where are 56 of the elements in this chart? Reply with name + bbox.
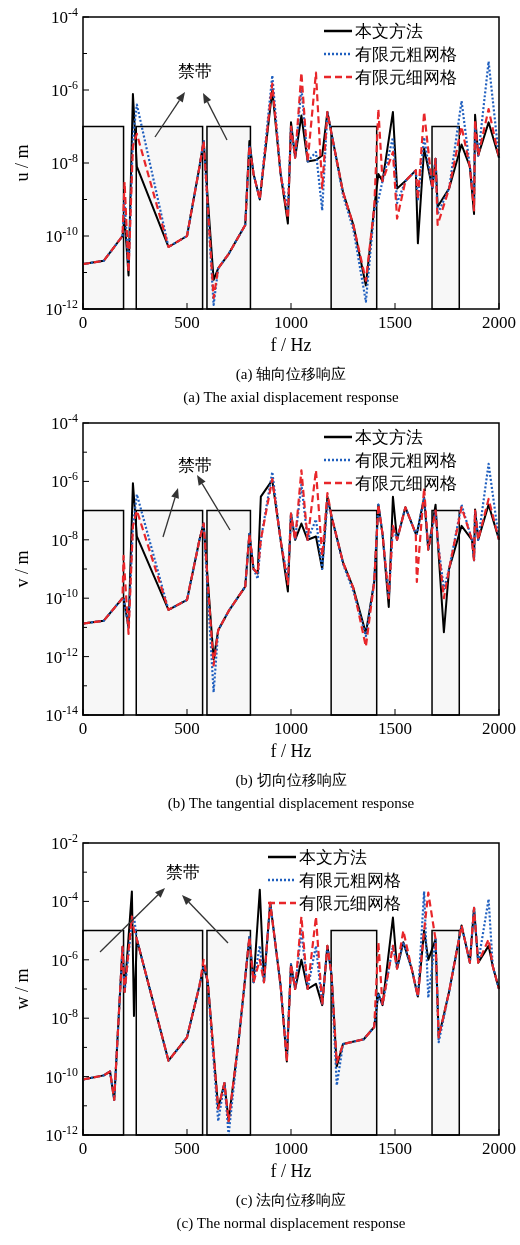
legend-label: 有限元细网格 xyxy=(355,68,457,87)
legend-label: 有限元粗网格 xyxy=(299,871,401,890)
y-tick-label: 10$^{-12}$ xyxy=(45,644,79,667)
y-tick-label: 10$^{-6}$ xyxy=(51,469,79,492)
text: (c) 法向位移响应 xyxy=(235,1192,347,1209)
x-tick-label: 0 xyxy=(78,1139,88,1158)
legend-label: 有限元细网格 xyxy=(299,894,401,913)
annotation: 禁带 xyxy=(178,456,212,475)
x-tick-label: 0 xyxy=(78,719,88,738)
y-tick-label: 10$^{-8}$ xyxy=(51,527,79,550)
x-tick-label: 2000 xyxy=(482,1139,516,1158)
y-tick-label: 10$^{-8}$ xyxy=(51,1006,79,1029)
text: (b) 切向位移响应 xyxy=(235,772,347,789)
x-tick-label: 1000 xyxy=(274,719,308,738)
x-tick-label: 500 xyxy=(174,313,200,332)
legend-label: 本文方法 xyxy=(299,848,367,867)
legend-label: 本文方法 xyxy=(355,428,423,447)
x-axis-title: f / Hz xyxy=(270,741,312,761)
text: (a) 轴向位移响应 xyxy=(235,366,347,383)
x-tick-label: 2000 xyxy=(482,719,516,738)
legend-label: 有限元粗网格 xyxy=(355,451,457,470)
y-tick-label: 10$^{-14}$ xyxy=(45,703,79,725)
y-tick-label: 10$^{-2}$ xyxy=(51,831,79,853)
y-tick-label: 10$^{-6}$ xyxy=(51,947,79,970)
y-axis-title: w / m xyxy=(12,968,32,1010)
x-tick-label: 2000 xyxy=(482,313,516,332)
y-tick-label: 10$^{-10}$ xyxy=(45,224,79,246)
y-axis-title: u / m xyxy=(12,144,32,182)
x-axis-title: f / Hz xyxy=(270,335,312,355)
y-tick-label: 10$^{-6}$ xyxy=(51,78,79,100)
y-tick-label: 10$^{-10}$ xyxy=(45,586,79,609)
text: (c) The normal displacement response xyxy=(176,1215,406,1232)
y-tick-label: 10$^{-12}$ xyxy=(45,297,79,319)
annotation: 禁带 xyxy=(166,863,200,882)
y-tick-label: 10$^{-4}$ xyxy=(51,889,79,912)
y-tick-label: 10$^{-8}$ xyxy=(51,151,79,173)
x-axis-title: f / Hz xyxy=(270,1161,312,1181)
x-tick-label: 1000 xyxy=(274,1139,308,1158)
x-tick-label: 1500 xyxy=(378,719,412,738)
x-tick-label: 1000 xyxy=(274,313,308,332)
annotation: 禁带 xyxy=(178,62,212,81)
y-tick-label: 10$^{-10}$ xyxy=(45,1064,79,1087)
y-axis-title: v / m xyxy=(12,550,32,588)
text: (b) The tangential displacement response xyxy=(167,795,415,812)
y-tick-label: 10$^{-4}$ xyxy=(51,411,79,433)
legend-label: 有限元粗网格 xyxy=(355,45,457,64)
x-tick-label: 1500 xyxy=(378,1139,412,1158)
legend-label: 本文方法 xyxy=(355,22,423,41)
x-tick-label: 500 xyxy=(174,719,200,738)
x-tick-label: 500 xyxy=(174,1139,200,1158)
y-tick-label: 10$^{-12}$ xyxy=(45,1123,79,1145)
text: (a) The axial displacement response xyxy=(183,389,400,406)
x-tick-label: 1500 xyxy=(378,313,412,332)
legend-label: 有限元细网格 xyxy=(355,474,457,493)
x-tick-label: 0 xyxy=(78,313,88,332)
y-tick-label: 10$^{-4}$ xyxy=(51,5,79,27)
